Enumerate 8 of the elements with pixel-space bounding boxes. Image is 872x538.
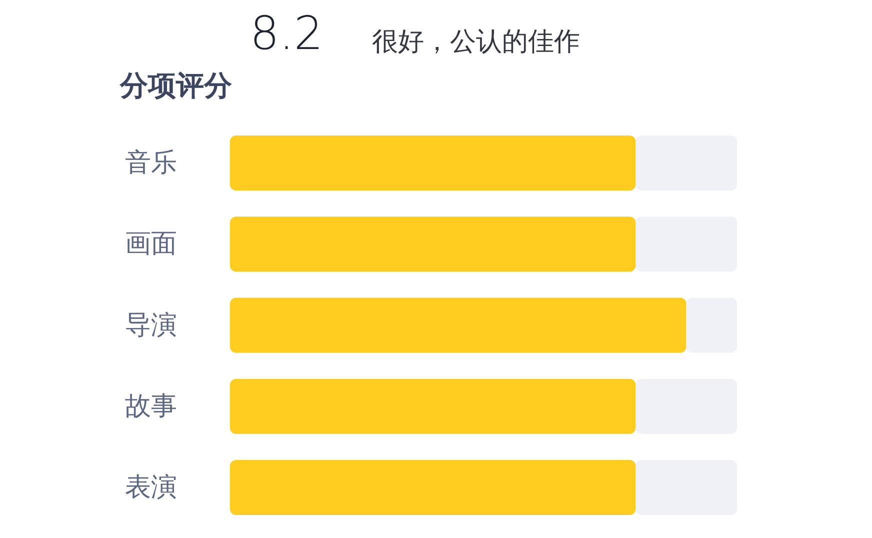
- title: 8.2: [250, 6, 324, 60]
- category-label: 画面: [125, 229, 177, 260]
- category-label: 故事: [125, 391, 177, 422]
- category-label: 音乐: [125, 148, 177, 178]
- annotation: 分项评分: [120, 69, 232, 102]
- category-label: 导演: [125, 310, 177, 340]
- category-label: 表演: [125, 472, 177, 502]
- subtitle: 很好，公认的佳作: [372, 27, 580, 57]
